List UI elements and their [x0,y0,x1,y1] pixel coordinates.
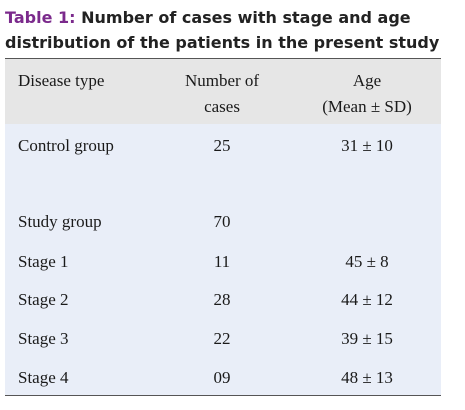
table-cell: 44 ± 12 [341,290,393,309]
table-cell: 70 [213,212,231,231]
table-cell: Control group [18,136,114,155]
table-cell: 09 [213,368,231,387]
table-cell: Stage 3 [18,329,69,348]
header-cell: (Mean ± SD) [322,97,412,116]
header-background [5,58,441,124]
title-line: distribution of the patients in the pres… [5,33,440,52]
table-cell: 25 [213,136,231,155]
table-cell: 11 [213,252,231,271]
table-cell: 28 [213,290,231,309]
table-cell: Stage 1 [18,252,69,271]
table-cell: 48 ± 13 [341,368,393,387]
body-background [5,124,441,395]
bottom-rule [5,395,441,396]
title-line: Table 1: Number of cases with stage and … [5,8,411,27]
top-rule [5,58,441,59]
header-cell: cases [204,97,240,116]
table-cell: 39 ± 15 [341,329,393,348]
table-cell: 22 [213,329,231,348]
header-cell: Disease type [18,71,105,90]
table-cell: Study group [18,212,102,231]
table-cell: 31 ± 10 [341,136,393,155]
table-cell: Stage 4 [18,368,69,387]
table-cell: Stage 2 [18,290,69,309]
table-cell: 45 ± 8 [345,252,389,271]
header-cell: Age [352,71,382,90]
header-cell: Number of [184,71,260,90]
table-label: Table 1: [5,8,76,27]
title-text: Number of cases with stage and age [81,8,411,27]
